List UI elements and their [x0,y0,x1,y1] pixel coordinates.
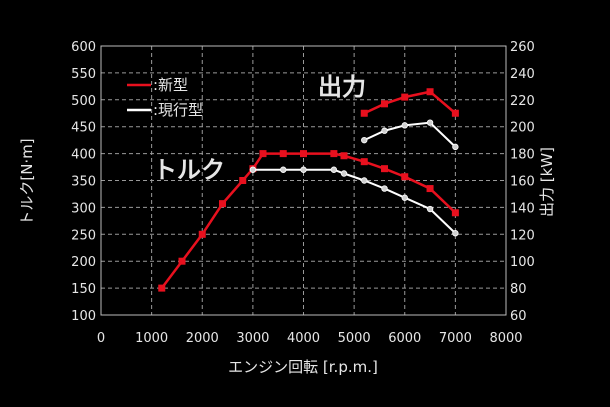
data-point-square [401,93,409,101]
data-point-circle [426,119,434,126]
x-tick-label: 8000 [489,331,522,346]
x-tick-label: 0 [97,331,105,346]
y-tick-label: 400 [71,148,96,163]
data-point-square [239,177,247,184]
y-tick-label: 500 [71,94,96,109]
data-point-square [381,100,388,108]
data-point-circle [361,136,368,144]
plot-frame [100,45,507,316]
data-point-square [279,150,287,158]
x-tick-label: 6000 [388,331,421,346]
x-tick-label: 1000 [135,331,168,346]
x-tick-label: 3000 [236,331,269,346]
data-point-square [259,150,267,158]
data-point-square [178,257,186,265]
data-point-square [451,209,459,217]
y-tick-label: 100 [71,309,96,324]
y-tick-label: 200 [71,255,96,270]
x-axis-ticks: 0 1000 2000 3000 4000 5000 6000 7000 8000 [97,331,523,346]
series-line [160,152,457,289]
x-tick-label: 2000 [186,331,219,346]
x-tick-label: 4000 [287,331,320,346]
data-point-circle [249,166,257,173]
data-point-circle [340,170,348,177]
y-tick-label: 300 [71,201,96,216]
y-tick-label: 600 [71,40,96,55]
data-point-circle [300,166,307,173]
data-series [158,88,459,292]
y2-tick-label: 80 [510,282,527,297]
y-tick-label: 350 [71,175,96,190]
data-point-circle [280,166,287,173]
series-line [252,168,457,234]
data-point-square [340,152,348,160]
y2-tick-label: 260 [510,40,535,55]
annotation-torque: トルク [153,156,225,184]
y2-tick-label: 200 [510,121,535,136]
legend-label-new: :新型 [153,76,188,94]
data-point-square [451,109,459,117]
y-tick-label: 150 [71,282,96,297]
grid-lines [101,46,506,315]
y-axis-left-ticks: 100 150 200 250 300 350 400 450 500 550 600 [71,40,96,324]
data-point-square [300,150,307,158]
data-point-circle [401,122,408,129]
data-point-square [401,173,409,181]
data-point-square [426,88,434,96]
data-point-circle [452,230,459,237]
y-tick-label: 550 [71,67,96,82]
x-tick-label: 7000 [439,331,472,346]
data-point-square [426,185,434,193]
series-line [363,90,457,115]
y-axis-left-label: トルク[N·m] [18,138,36,225]
data-point-square [330,150,338,158]
y2-tick-label: 220 [510,94,535,109]
y-axis-right-label: 出力 [kW] [538,147,556,217]
data-point-square [360,109,368,117]
data-point-circle [426,205,434,213]
data-point-square [381,165,388,173]
data-point-circle [330,166,338,173]
y2-tick-label: 160 [510,175,535,190]
y2-tick-label: 100 [510,255,535,270]
data-point-square [198,230,206,238]
data-point-circle [401,194,408,201]
data-point-square [360,158,368,166]
y2-tick-label: 60 [510,309,527,324]
annotation-power: 出力 [318,73,366,101]
y2-tick-label: 120 [510,228,535,243]
data-point-circle [361,177,368,184]
y2-tick-label: 240 [510,67,535,82]
data-point-circle [452,143,459,151]
y-axis-right-ticks: 60 80 100 120 140 160 180 200 220 240 260 [510,40,535,324]
y-tick-label: 450 [71,121,96,136]
data-point-circle [381,127,388,134]
y2-tick-label: 180 [510,148,535,163]
x-axis-label: エンジン回転 [r.p.m.] [228,358,378,376]
legend-label-current: :現行型 [153,101,203,119]
data-point-square [158,284,166,292]
y2-tick-label: 140 [510,201,535,216]
data-point-circle [381,185,388,192]
data-point-square [219,200,226,208]
legend: :新型 :現行型 [127,76,203,119]
y-tick-label: 250 [71,228,96,243]
x-tick-label: 5000 [338,331,371,346]
